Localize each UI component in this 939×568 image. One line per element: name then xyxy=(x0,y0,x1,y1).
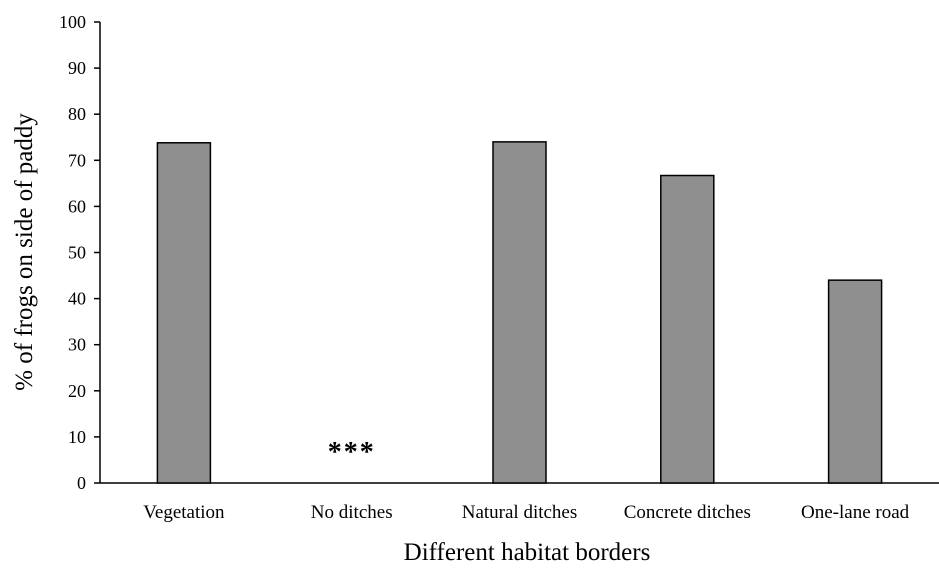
y-tick-label: 100 xyxy=(59,12,86,32)
annotations: *** xyxy=(328,437,376,468)
y-axis-title: % of frogs on side of paddy xyxy=(11,113,38,391)
y-tick-label: 80 xyxy=(68,104,86,124)
bar-vegetation xyxy=(156,142,212,484)
y-tick-label: 30 xyxy=(68,335,86,355)
x-tick-label: One-lane road xyxy=(801,502,910,523)
x-tick-label: No ditches xyxy=(311,502,393,523)
x-axis-title: Different habitat borders xyxy=(404,539,651,566)
y-tick-label: 10 xyxy=(68,427,86,447)
y-tick-label: 60 xyxy=(68,196,86,216)
y-tick-label: 90 xyxy=(68,58,86,78)
bar-natural-ditches xyxy=(492,141,547,484)
y-tick-label: 40 xyxy=(68,289,86,309)
x-axis-tick-labels: Vegetation No ditches Natural ditches Concr… xyxy=(143,502,909,523)
x-tick-label: Natural ditches xyxy=(462,502,578,523)
y-tick-label: 20 xyxy=(68,381,86,401)
bar-one-lane-road xyxy=(827,279,883,484)
y-tick-label: 70 xyxy=(68,150,86,170)
x-tick-label: Vegetation xyxy=(143,502,225,523)
y-axis-ticks: 0 10 20 30 40 50 60 70 80 90 100 xyxy=(59,12,100,493)
significance-marker: *** xyxy=(328,437,376,468)
x-tick-label: Concrete ditches xyxy=(624,502,751,523)
y-tick-label: 0 xyxy=(77,473,86,493)
bar-concrete-ditches xyxy=(660,174,715,484)
y-tick-label: 50 xyxy=(68,243,86,263)
bars xyxy=(156,141,883,484)
